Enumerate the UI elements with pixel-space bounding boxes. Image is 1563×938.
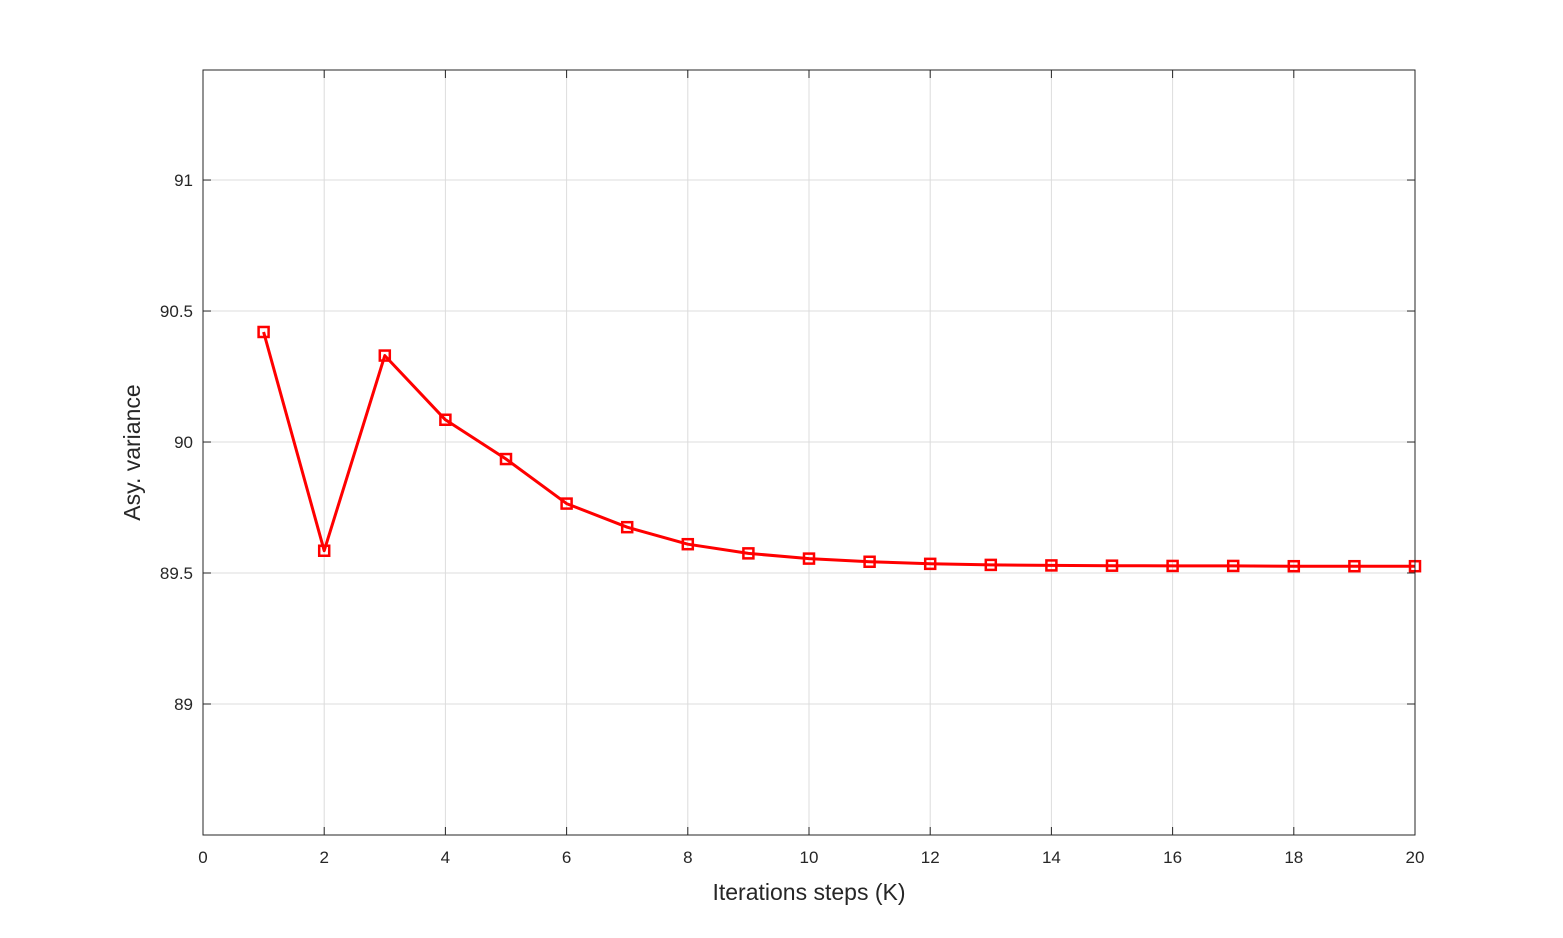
series-group bbox=[257, 325, 1422, 573]
data-point-marker bbox=[620, 520, 634, 534]
data-point-marker bbox=[681, 537, 695, 551]
y-tick-label: 91 bbox=[174, 171, 193, 190]
data-point-marker bbox=[439, 413, 452, 427]
data-point-marker bbox=[923, 557, 937, 571]
x-tick-label: 18 bbox=[1284, 848, 1303, 867]
x-tick-label: 16 bbox=[1163, 848, 1182, 867]
data-point-marker bbox=[1348, 559, 1361, 573]
x-tick-label: 10 bbox=[800, 848, 819, 867]
plot-box bbox=[202, 69, 1416, 836]
data-point-marker bbox=[378, 349, 392, 362]
data-point-marker bbox=[1045, 559, 1058, 572]
data-point-marker bbox=[863, 555, 876, 568]
grid-lines bbox=[202, 70, 1416, 835]
y-tick-labels: 89 89.5 90 90.5 91 bbox=[160, 171, 193, 714]
data-point-marker bbox=[560, 497, 573, 510]
x-tick-label: 0 bbox=[198, 848, 207, 867]
x-axis-label: Iterations steps (K) bbox=[712, 879, 905, 905]
data-point-marker bbox=[984, 558, 998, 572]
y-axis-label: Asy. variance bbox=[119, 384, 145, 520]
x-tick-label: 4 bbox=[441, 848, 450, 867]
x-tick-label: 20 bbox=[1406, 848, 1425, 867]
data-point-marker bbox=[257, 325, 270, 339]
y-tick-label: 90.5 bbox=[160, 302, 193, 321]
data-point-marker bbox=[317, 544, 331, 557]
data-point-marker bbox=[802, 552, 816, 565]
x-tick-label: 2 bbox=[319, 848, 328, 867]
x-tick-label: 12 bbox=[921, 848, 940, 867]
data-point-marker bbox=[742, 547, 755, 560]
data-point-marker bbox=[1105, 559, 1119, 572]
data-point-marker bbox=[499, 452, 513, 466]
y-tick-label: 90 bbox=[174, 433, 193, 452]
data-point-marker bbox=[1166, 559, 1179, 573]
series-line bbox=[262, 331, 1415, 568]
y-tick-label: 89.5 bbox=[160, 564, 193, 583]
x-tick-labels: 0 2 4 6 8 10 12 14 16 18 20 bbox=[198, 848, 1424, 867]
data-point-marker bbox=[1287, 559, 1301, 573]
x-tick-label: 8 bbox=[683, 848, 692, 867]
data-point-marker bbox=[1226, 559, 1240, 573]
x-tick-label: 6 bbox=[562, 848, 571, 867]
x-tick-label: 14 bbox=[1042, 848, 1061, 867]
y-tick-label: 89 bbox=[174, 695, 193, 714]
